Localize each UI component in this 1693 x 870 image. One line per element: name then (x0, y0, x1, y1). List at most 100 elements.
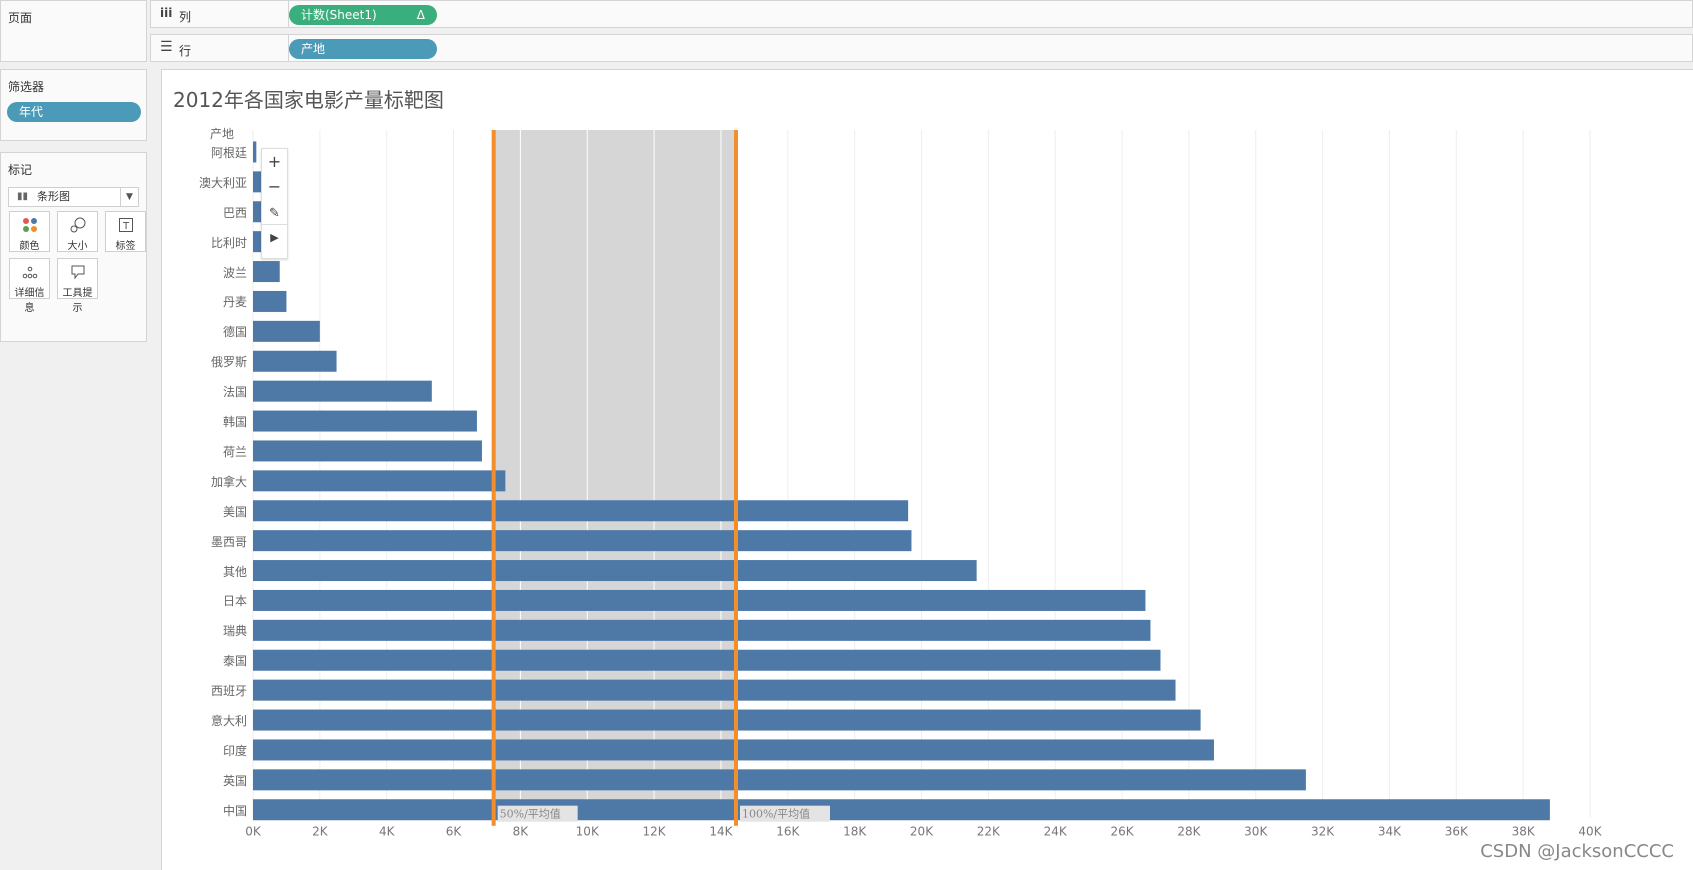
category-label: 印度 (222, 743, 247, 758)
rows-shelf-label: 行 (179, 44, 192, 58)
category-label: 英国 (222, 773, 247, 788)
x-tick-label: 30K (1244, 825, 1268, 839)
category-label: 澳大利亚 (198, 175, 247, 190)
bar (253, 470, 506, 492)
label-button-label: 标签 (115, 241, 136, 252)
columns-shelf: iii 列 计数(Sheet1) Δ (150, 0, 1693, 28)
zoom-out-button[interactable]: − (267, 177, 282, 196)
tooltip-button[interactable]: 工具提示 (57, 258, 98, 314)
category-label: 瑞典 (222, 624, 247, 639)
category-label: 加拿大 (210, 474, 247, 489)
filters-panel: 筛选器 年代 (0, 69, 147, 141)
bar (253, 320, 320, 342)
bar (253, 679, 1176, 701)
x-tick-label: 2K (312, 825, 329, 839)
pin-button[interactable]: ✎ (262, 199, 287, 224)
filter-pill-year[interactable]: 年代 (7, 102, 141, 122)
x-tick-label: 4K (379, 825, 396, 839)
mark-type-label: 条形图 (37, 190, 70, 203)
x-tick-label: 20K (910, 825, 934, 839)
detail-button-label: 详细信息 (14, 288, 45, 314)
category-label: 墨西哥 (210, 534, 247, 549)
bar (253, 350, 337, 372)
x-tick-label: 38K (1512, 825, 1536, 839)
color-button[interactable]: 颜色 (9, 211, 50, 252)
mark-type-dropdown[interactable]: ▮▮ 条形图 ▼ (8, 187, 139, 207)
category-label: 比利时 (210, 235, 247, 250)
row-header: 产地 (210, 127, 235, 141)
x-tick-label: 8K (513, 825, 530, 839)
category-label: 丹麦 (222, 295, 247, 310)
category-label: 韩国 (222, 415, 247, 430)
x-tick-label: 34K (1378, 825, 1402, 839)
bar (253, 589, 1146, 611)
category-label: 美国 (222, 504, 247, 519)
size-button[interactable]: 大小 (57, 211, 98, 252)
columns-pill-count[interactable]: 计数(Sheet1) Δ (289, 5, 437, 25)
category-label: 阿根廷 (210, 145, 247, 160)
x-tick-label: 22K (977, 825, 1001, 839)
category-label: 法国 (222, 385, 247, 400)
category-labels: 阿根廷 澳大利亚 巴西 比利时 波兰 丹麦 德国 俄罗斯 法国 韩国 荷兰 加拿大 美国 墨西哥 其他 日本瑞… (162, 70, 247, 870)
bar (253, 290, 287, 312)
x-tick-label: 6K (446, 825, 463, 839)
bar (253, 410, 477, 432)
bar (253, 799, 1550, 821)
columns-icon: iii (160, 6, 173, 20)
bar (253, 380, 432, 402)
bar (253, 649, 1161, 671)
pages-panel-title: 页面 (8, 11, 33, 25)
category-label: 泰国 (222, 654, 247, 669)
rows-pill-origin[interactable]: 产地 (289, 39, 437, 59)
category-label: 西班牙 (210, 684, 247, 699)
rows-pill-label: 产地 (301, 42, 326, 56)
filter-pill-label: 年代 (19, 105, 44, 119)
x-tick-label: 14K (709, 825, 733, 839)
x-tick-label: 16K (776, 825, 800, 839)
x-tick-label: 36K (1445, 825, 1469, 839)
x-tick-label: 28K (1177, 825, 1201, 839)
bar (253, 709, 1201, 731)
category-label: 德国 (222, 325, 247, 340)
chevron-down-icon[interactable]: ▼ (120, 188, 138, 206)
visualization-area: 2012年各国家电影产量标靶图 产地 阿根廷澳大利亚巴西比利时波兰丹麦德国俄罗斯… (161, 69, 1693, 870)
bar (253, 560, 977, 582)
color-button-label: 颜色 (19, 241, 40, 252)
bar-chart-icon: ▮▮ (17, 191, 29, 202)
category-label: 波兰 (222, 265, 247, 280)
size-icon (58, 217, 97, 235)
columns-pill-label: 计数(Sheet1) (301, 8, 377, 22)
reference-line-label: 50%/平均值 (500, 808, 561, 821)
category-label: 日本 (222, 594, 247, 609)
category-label: 俄罗斯 (210, 355, 247, 370)
color-dots-icon (10, 217, 49, 235)
bar (253, 440, 482, 462)
rows-shelf-label-area: ☰ 行 (151, 35, 289, 61)
label-button[interactable]: T 标签 (105, 211, 146, 252)
reference-label-bg (739, 805, 830, 822)
zoom-in-button[interactable]: + (267, 152, 282, 171)
reference-line-label: 100%/平均值 (742, 808, 810, 821)
bar (253, 141, 257, 163)
chart-title: 2012年各国家电影产量标靶图 (173, 88, 444, 112)
reference-band (493, 130, 736, 818)
expand-button[interactable]: ▶ (262, 224, 287, 250)
rows-icon: ☰ (160, 39, 173, 55)
delta-icon: Δ (416, 8, 425, 22)
x-tick-label: 32K (1311, 825, 1335, 839)
rows-shelf: ☰ 行 产地 (150, 34, 1693, 62)
size-button-label: 大小 (67, 241, 88, 252)
bar (253, 619, 1151, 641)
marks-panel: 标记 ▮▮ 条形图 ▼ 颜色 大小 T 标签 详细信息 工具提示 (0, 152, 147, 342)
bar (253, 261, 280, 283)
columns-shelf-label: 列 (179, 10, 192, 24)
detail-button[interactable]: 详细信息 (9, 258, 50, 314)
svg-text:T: T (121, 221, 129, 232)
bar (253, 739, 1214, 761)
bar-chart: 0K 2K 4K 6K 8K 10K 12K 14K 16K 18K 20K 22K 24K 26K 28K… (245, 130, 1603, 839)
bar (253, 530, 912, 552)
category-label: 其他 (222, 564, 247, 579)
x-tick-label: 24K (1044, 825, 1068, 839)
category-label: 巴西 (222, 205, 247, 220)
tooltip-icon (58, 264, 97, 282)
